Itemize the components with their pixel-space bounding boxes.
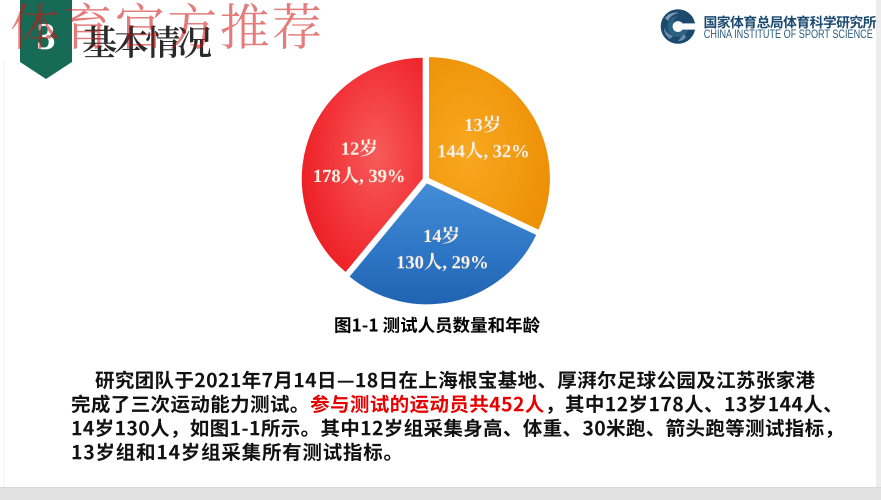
svg-text:CHINA INSTITUTE OF SPORT SCIEN: CHINA INSTITUTE OF SPORT SCIENCE bbox=[704, 29, 873, 41]
